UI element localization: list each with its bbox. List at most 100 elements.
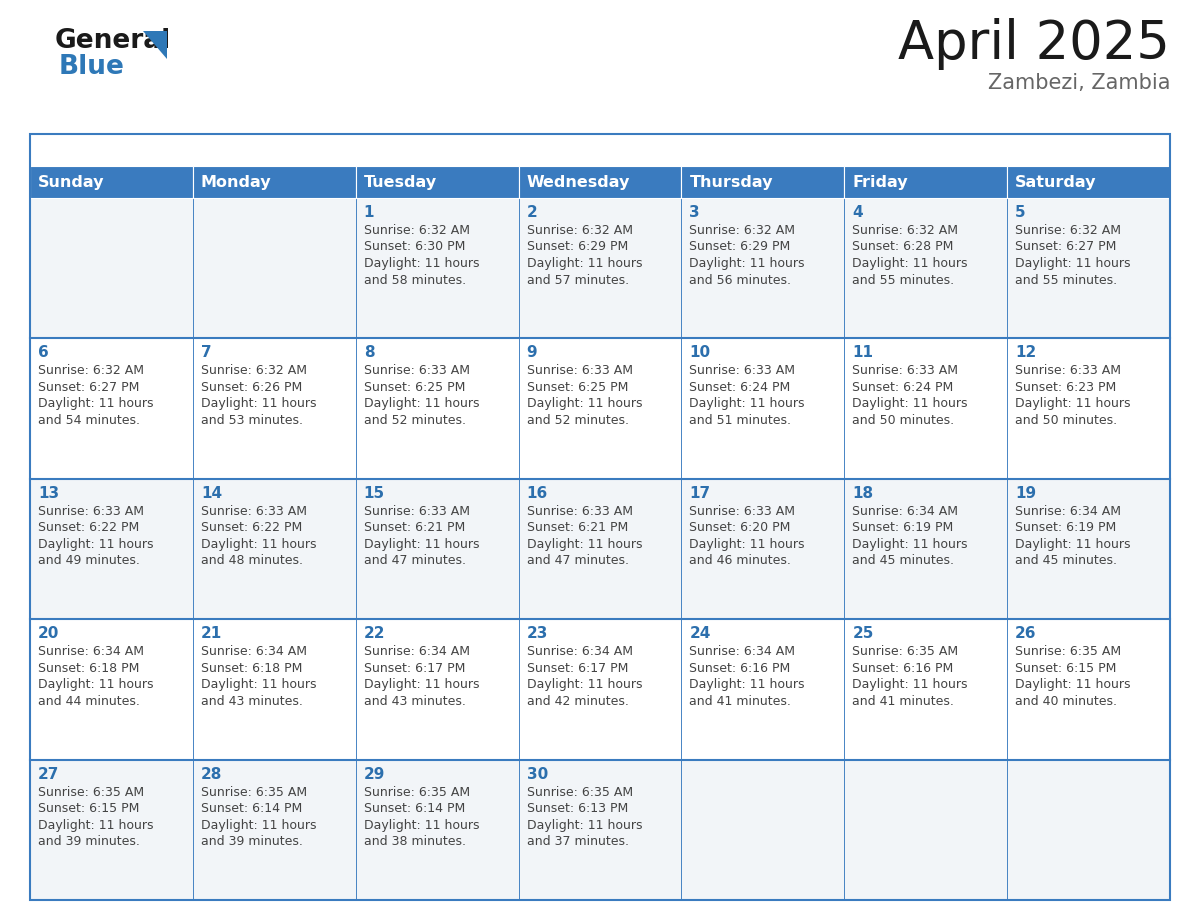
- Text: and 55 minutes.: and 55 minutes.: [1015, 274, 1117, 286]
- Text: Sunrise: 6:34 AM: Sunrise: 6:34 AM: [38, 645, 144, 658]
- Text: 25: 25: [852, 626, 873, 641]
- Text: Daylight: 11 hours: Daylight: 11 hours: [1015, 257, 1131, 270]
- Text: Sunrise: 6:32 AM: Sunrise: 6:32 AM: [364, 224, 469, 237]
- Text: 17: 17: [689, 486, 710, 501]
- Bar: [30, 339, 192, 479]
- Text: and 41 minutes.: and 41 minutes.: [689, 695, 791, 708]
- Text: 1: 1: [364, 205, 374, 220]
- Text: Blue: Blue: [59, 54, 125, 80]
- Text: 10: 10: [689, 345, 710, 361]
- Text: Sunset: 6:26 PM: Sunset: 6:26 PM: [201, 381, 302, 394]
- Text: and 50 minutes.: and 50 minutes.: [1015, 414, 1117, 427]
- Text: 13: 13: [38, 486, 59, 501]
- Text: 26: 26: [1015, 626, 1037, 641]
- Text: Sunrise: 6:35 AM: Sunrise: 6:35 AM: [38, 786, 144, 799]
- Text: 8: 8: [364, 345, 374, 361]
- Text: and 53 minutes.: and 53 minutes.: [201, 414, 303, 427]
- Text: Sunrise: 6:35 AM: Sunrise: 6:35 AM: [1015, 645, 1121, 658]
- Text: Sunrise: 6:32 AM: Sunrise: 6:32 AM: [201, 364, 307, 377]
- Bar: [519, 339, 682, 479]
- Text: and 45 minutes.: and 45 minutes.: [852, 554, 954, 567]
- Text: Daylight: 11 hours: Daylight: 11 hours: [1015, 678, 1131, 691]
- Bar: [519, 620, 682, 759]
- Bar: [682, 339, 845, 479]
- Text: and 43 minutes.: and 43 minutes.: [364, 695, 466, 708]
- Text: Sunset: 6:22 PM: Sunset: 6:22 PM: [201, 521, 302, 534]
- Text: Sunrise: 6:33 AM: Sunrise: 6:33 AM: [526, 364, 632, 377]
- Text: and 44 minutes.: and 44 minutes.: [38, 695, 140, 708]
- Text: Sunrise: 6:33 AM: Sunrise: 6:33 AM: [38, 505, 144, 518]
- Text: 27: 27: [38, 767, 59, 781]
- Text: Sunset: 6:16 PM: Sunset: 6:16 PM: [689, 662, 791, 675]
- Text: Sunday: Sunday: [38, 174, 105, 189]
- Text: Sunrise: 6:32 AM: Sunrise: 6:32 AM: [38, 364, 144, 377]
- Bar: [845, 339, 1007, 479]
- Text: Sunrise: 6:32 AM: Sunrise: 6:32 AM: [689, 224, 796, 237]
- Text: Sunset: 6:17 PM: Sunset: 6:17 PM: [364, 662, 465, 675]
- Text: Daylight: 11 hours: Daylight: 11 hours: [526, 819, 642, 832]
- Bar: [30, 759, 192, 900]
- Text: Sunrise: 6:33 AM: Sunrise: 6:33 AM: [201, 505, 307, 518]
- Text: Sunrise: 6:35 AM: Sunrise: 6:35 AM: [852, 645, 959, 658]
- Text: 11: 11: [852, 345, 873, 361]
- Text: 18: 18: [852, 486, 873, 501]
- Bar: [30, 198, 192, 339]
- Text: and 47 minutes.: and 47 minutes.: [364, 554, 466, 567]
- Text: Daylight: 11 hours: Daylight: 11 hours: [852, 538, 968, 551]
- Text: Sunrise: 6:34 AM: Sunrise: 6:34 AM: [201, 645, 307, 658]
- Polygon shape: [143, 31, 168, 59]
- Text: 21: 21: [201, 626, 222, 641]
- Text: 24: 24: [689, 626, 710, 641]
- Text: Sunset: 6:16 PM: Sunset: 6:16 PM: [852, 662, 954, 675]
- Text: Daylight: 11 hours: Daylight: 11 hours: [689, 538, 805, 551]
- Text: Sunset: 6:28 PM: Sunset: 6:28 PM: [852, 241, 954, 253]
- Text: 15: 15: [364, 486, 385, 501]
- Text: Sunrise: 6:35 AM: Sunrise: 6:35 AM: [526, 786, 633, 799]
- Text: and 43 minutes.: and 43 minutes.: [201, 695, 303, 708]
- Bar: [355, 198, 519, 339]
- Text: 20: 20: [38, 626, 59, 641]
- Text: 12: 12: [1015, 345, 1036, 361]
- Text: Daylight: 11 hours: Daylight: 11 hours: [1015, 397, 1131, 410]
- Text: Daylight: 11 hours: Daylight: 11 hours: [526, 538, 642, 551]
- Text: Sunset: 6:14 PM: Sunset: 6:14 PM: [201, 802, 302, 815]
- Text: Daylight: 11 hours: Daylight: 11 hours: [364, 538, 479, 551]
- Text: Daylight: 11 hours: Daylight: 11 hours: [201, 538, 316, 551]
- Text: 7: 7: [201, 345, 211, 361]
- Text: Daylight: 11 hours: Daylight: 11 hours: [364, 819, 479, 832]
- Text: and 48 minutes.: and 48 minutes.: [201, 554, 303, 567]
- Bar: [30, 166, 192, 198]
- Bar: [30, 479, 192, 620]
- Text: Daylight: 11 hours: Daylight: 11 hours: [526, 257, 642, 270]
- Text: Sunset: 6:27 PM: Sunset: 6:27 PM: [38, 381, 139, 394]
- Text: Sunrise: 6:35 AM: Sunrise: 6:35 AM: [201, 786, 307, 799]
- Bar: [1007, 479, 1170, 620]
- Text: Sunset: 6:29 PM: Sunset: 6:29 PM: [526, 241, 627, 253]
- Text: and 39 minutes.: and 39 minutes.: [38, 835, 140, 848]
- Text: Daylight: 11 hours: Daylight: 11 hours: [38, 397, 153, 410]
- Bar: [519, 479, 682, 620]
- Text: Sunset: 6:27 PM: Sunset: 6:27 PM: [1015, 241, 1117, 253]
- Text: and 45 minutes.: and 45 minutes.: [1015, 554, 1117, 567]
- Text: Sunset: 6:19 PM: Sunset: 6:19 PM: [1015, 521, 1117, 534]
- Text: and 52 minutes.: and 52 minutes.: [364, 414, 466, 427]
- Text: 29: 29: [364, 767, 385, 781]
- Bar: [1007, 339, 1170, 479]
- Text: Sunrise: 6:33 AM: Sunrise: 6:33 AM: [364, 364, 469, 377]
- Text: General: General: [55, 28, 171, 54]
- Text: Daylight: 11 hours: Daylight: 11 hours: [364, 678, 479, 691]
- Text: Sunrise: 6:34 AM: Sunrise: 6:34 AM: [526, 645, 632, 658]
- Text: Daylight: 11 hours: Daylight: 11 hours: [364, 257, 479, 270]
- Text: Daylight: 11 hours: Daylight: 11 hours: [689, 397, 805, 410]
- Text: 14: 14: [201, 486, 222, 501]
- Text: Sunrise: 6:34 AM: Sunrise: 6:34 AM: [364, 645, 469, 658]
- Bar: [519, 166, 682, 198]
- Bar: [519, 198, 682, 339]
- Text: and 37 minutes.: and 37 minutes.: [526, 835, 628, 848]
- Text: Sunrise: 6:32 AM: Sunrise: 6:32 AM: [1015, 224, 1121, 237]
- Text: Sunrise: 6:33 AM: Sunrise: 6:33 AM: [852, 364, 959, 377]
- Text: Sunrise: 6:33 AM: Sunrise: 6:33 AM: [689, 364, 796, 377]
- Text: Sunset: 6:30 PM: Sunset: 6:30 PM: [364, 241, 465, 253]
- Text: Sunrise: 6:32 AM: Sunrise: 6:32 AM: [526, 224, 632, 237]
- Bar: [1007, 620, 1170, 759]
